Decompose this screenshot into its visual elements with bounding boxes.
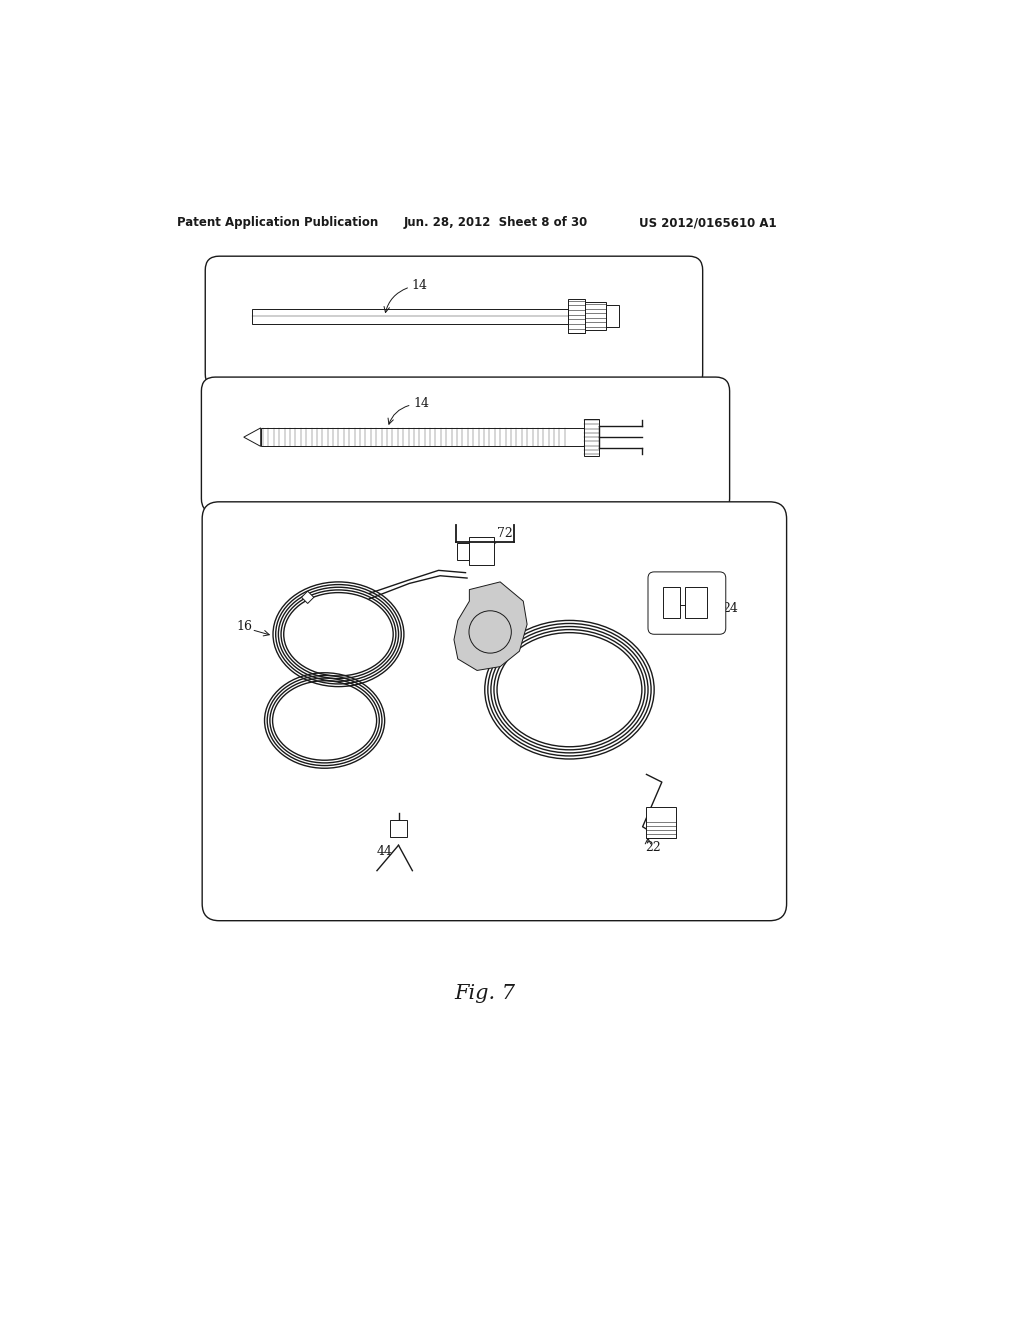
Bar [252,309,568,323]
Polygon shape [301,591,313,603]
Text: Patent Application Publication: Patent Application Publication [177,216,378,230]
FancyBboxPatch shape [202,378,730,512]
Text: 44: 44 [377,845,393,858]
Bar [390,820,407,837]
Bar [261,428,584,446]
Bar [646,807,676,838]
Polygon shape [454,582,527,671]
Bar [606,305,618,327]
FancyBboxPatch shape [202,502,786,921]
Bar [568,300,585,333]
Text: 72: 72 [497,527,513,540]
Bar [584,418,599,455]
Polygon shape [244,428,261,446]
Text: 24: 24 [722,602,738,615]
Bar [585,302,606,330]
FancyBboxPatch shape [205,256,702,388]
Text: 16: 16 [237,620,253,634]
FancyBboxPatch shape [648,572,726,635]
Bar [457,543,469,560]
Bar [685,587,707,618]
Text: Jun. 28, 2012  Sheet 8 of 30: Jun. 28, 2012 Sheet 8 of 30 [403,216,588,230]
Text: 14: 14 [412,279,428,292]
Text: 74: 74 [481,589,497,602]
Text: Fig. 7: Fig. 7 [454,985,515,1003]
Bar [664,587,680,618]
Text: US 2012/0165610 A1: US 2012/0165610 A1 [639,216,776,230]
Text: 22: 22 [645,841,660,854]
Bar [469,537,494,565]
Text: 14: 14 [413,397,429,409]
